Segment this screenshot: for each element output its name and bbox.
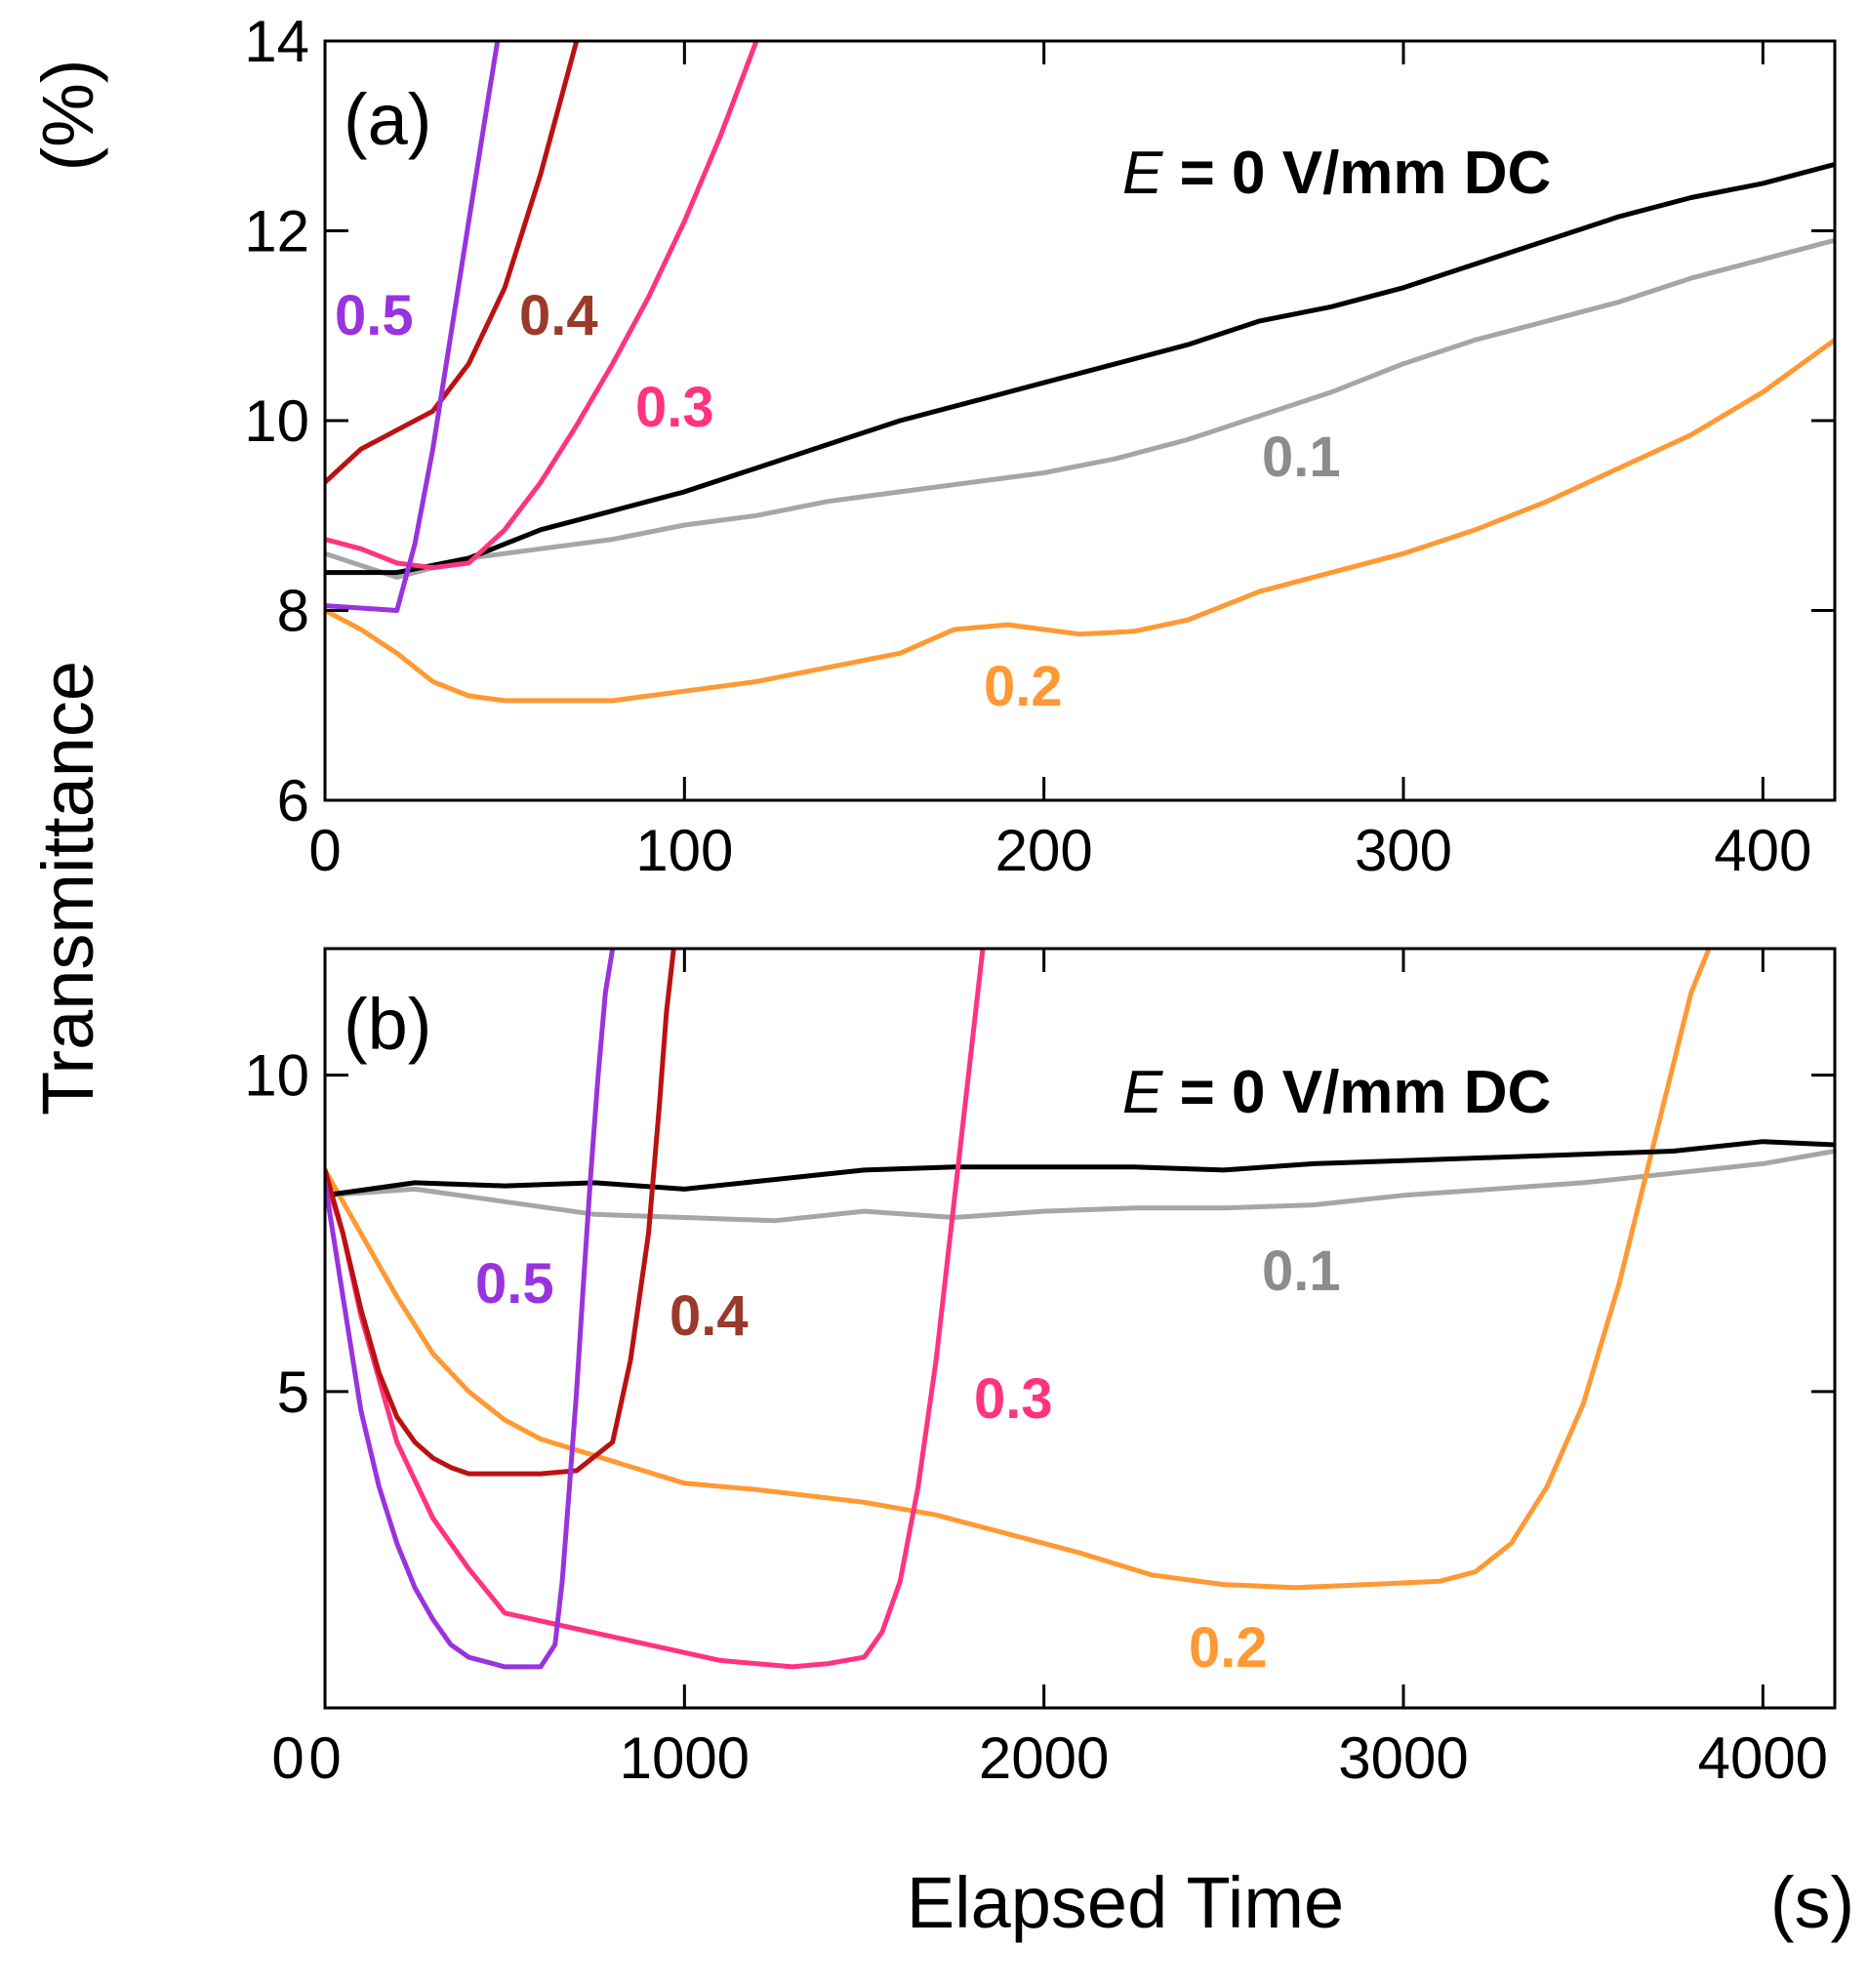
x-axis-title: Elapsed Time: [907, 1862, 1344, 1943]
panel-b-y-tick-label-0: 0: [271, 1725, 304, 1791]
y-axis-title: Transmittance: [27, 661, 108, 1116]
panel-b-series: [325, 949, 1835, 1670]
panel-a-label-0.2: 0.2: [984, 655, 1063, 718]
panel-b-label-0.3: 0.3: [974, 1367, 1053, 1431]
panel-a-field-rest: = 0 V/mm DC: [1162, 140, 1551, 207]
panel-a-ticks: 0 100 200 300 400 6 8 10 12 14: [244, 9, 1835, 883]
panel-a-x-tick-label-3: 300: [1355, 818, 1452, 883]
panel-a-y-tick-label-3: 12: [244, 199, 309, 264]
panel-b-ticks: 0 1000 2000 3000 4000 0 5 10: [244, 949, 1835, 1791]
panel-a-series: [325, 41, 1835, 704]
panel-a-x-tick-label-1: 100: [635, 818, 733, 883]
panel-a-series-0_5: [325, 41, 501, 613]
panel-b-x-tick-label-4: 4000: [1698, 1725, 1828, 1791]
x-axis-unit: (s): [1770, 1862, 1854, 1943]
panel-a-field-symbol: E: [1122, 140, 1163, 207]
panel-a-y-tick-label-2: 10: [244, 388, 309, 454]
panel-a-series-0_2: [325, 337, 1835, 704]
panel-a-field-label: E = 0 V/mm DC: [1122, 140, 1551, 207]
panel-b-field-symbol: E: [1122, 1059, 1163, 1126]
panel-b-series-0: [325, 1139, 1835, 1198]
panel-a-series-0: [325, 161, 1835, 576]
panel-a-y-tick-label-4: 14: [244, 9, 309, 74]
panel-a-label-0.4: 0.4: [519, 284, 598, 347]
panel-b-x-tick-label-2: 2000: [979, 1725, 1109, 1791]
panel-a-label: (a): [344, 79, 431, 160]
panel-b-series-0_4: [325, 949, 676, 1477]
panel-b-series-0_1: [325, 1149, 1835, 1224]
y-axis-unit: (%): [27, 59, 108, 171]
panel-a-y-tick-label-1: 8: [277, 579, 309, 644]
panel-a-label-0.5: 0.5: [335, 284, 414, 347]
panel-b-label: (b): [344, 984, 431, 1065]
panel-b-label-0.2: 0.2: [1189, 1616, 1268, 1680]
panel-a-series-0_1: [325, 237, 1835, 580]
panel-a-series-0_4: [325, 41, 580, 485]
panel-a-series-0_3: [325, 41, 759, 571]
panel-b-label-0.5: 0.5: [475, 1252, 554, 1316]
panel-a-x-tick-label-0: 0: [308, 818, 341, 883]
panel-a-y-tick-label-0: 6: [277, 768, 309, 833]
panel-b-x-tick-label-0: 0: [308, 1725, 341, 1791]
panel-a-x-tick-label-2: 200: [995, 818, 1093, 883]
panel-b-x-tick-label-1: 1000: [620, 1725, 750, 1791]
panel-b-series-0_2: [325, 949, 1712, 1591]
panel-b-label-0.4: 0.4: [670, 1284, 749, 1348]
panel-b-series-0_3: [325, 949, 986, 1670]
panel-b-frame: [323, 947, 1837, 1710]
panel-a-label-0.1: 0.1: [1262, 426, 1341, 489]
panel-b-y-tick-label-2: 10: [244, 1043, 309, 1109]
panel-b-field-label: E = 0 V/mm DC: [1122, 1059, 1551, 1126]
panel-b-x-tick-label-3: 3000: [1338, 1725, 1468, 1791]
panel-b-series-0_5: [325, 949, 616, 1670]
panel-a-frame: [323, 39, 1837, 802]
panel-b-y-tick-label-1: 5: [277, 1359, 309, 1425]
panel-a-x-tick-label-4: 400: [1714, 818, 1811, 883]
panel-b-field-rest: = 0 V/mm DC: [1162, 1059, 1551, 1126]
panel-a-label-0.3: 0.3: [635, 376, 714, 439]
panel-b-label-0.1: 0.1: [1262, 1239, 1341, 1303]
